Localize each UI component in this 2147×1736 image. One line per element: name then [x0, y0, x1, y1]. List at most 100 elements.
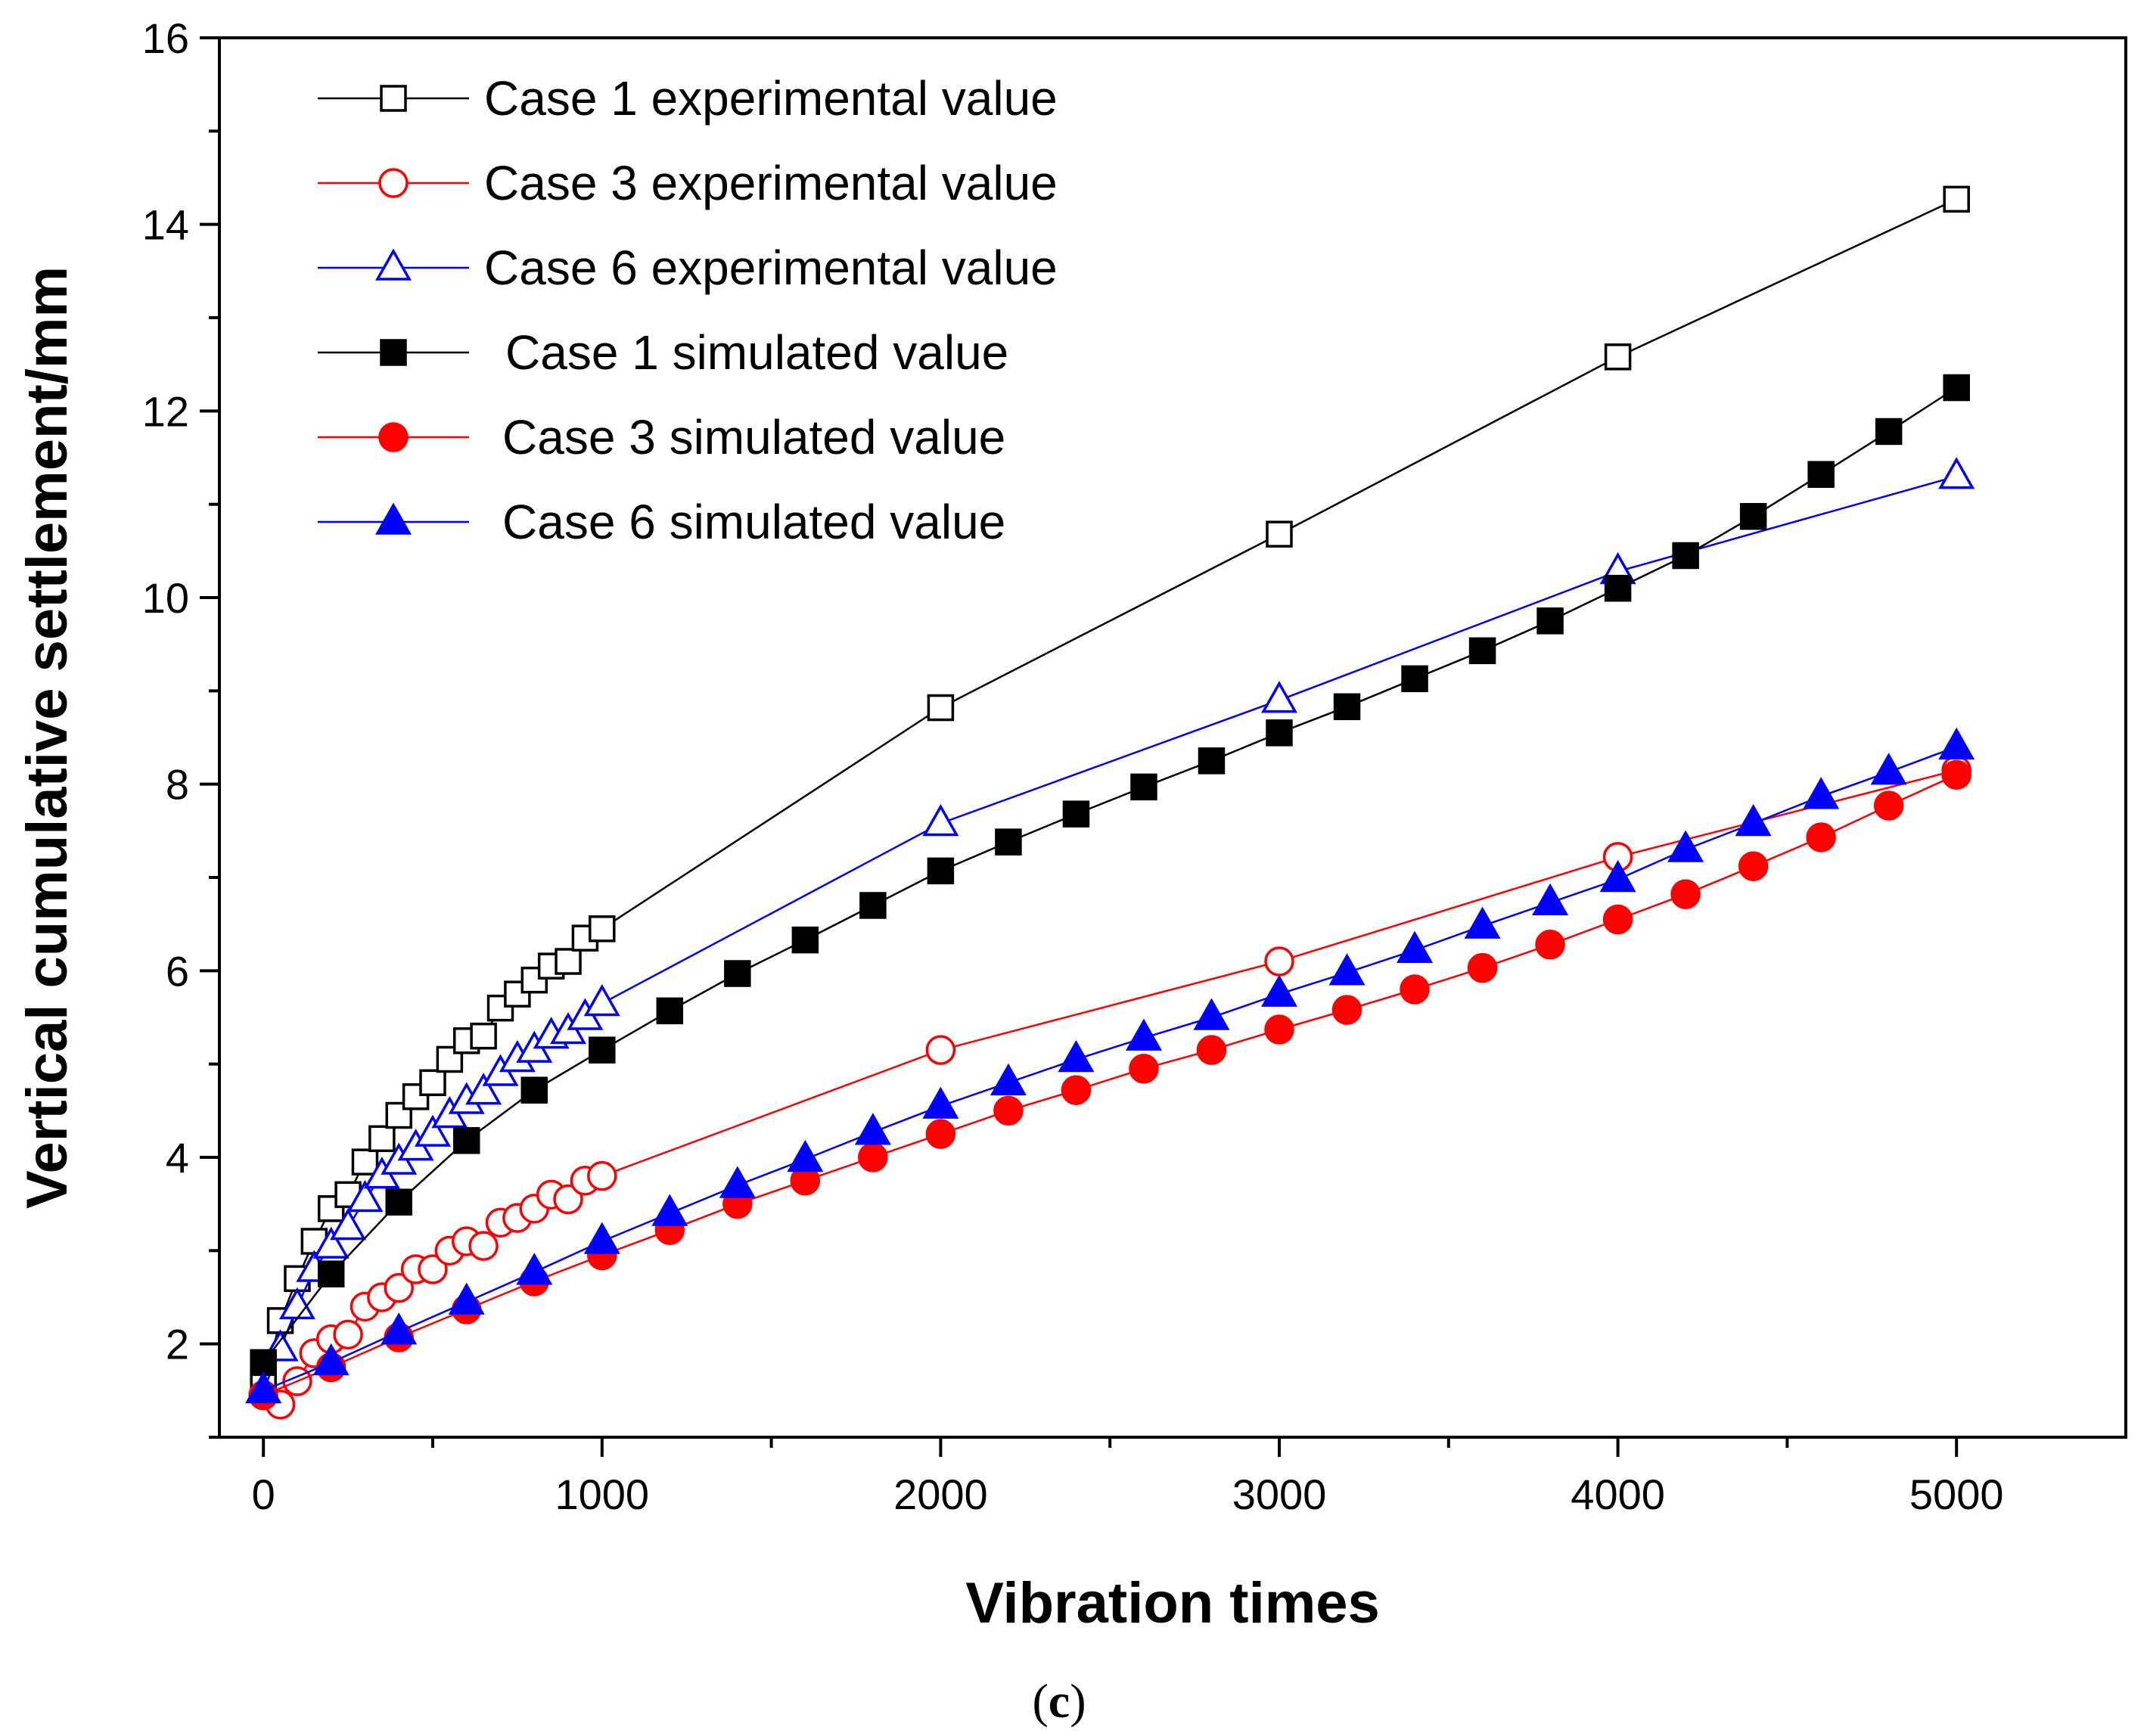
data-point-s6-17 [1397, 930, 1434, 963]
data-point-s1-4 [317, 1195, 345, 1222]
series-line-3 [263, 475, 1957, 1391]
series-3 [245, 457, 1975, 1404]
x-axis-title: Vibration times [965, 1571, 1380, 1635]
data-point-s2-10 [418, 1254, 448, 1284]
data-point-s2-18 [553, 1184, 583, 1215]
data-point-s5-24 [1873, 790, 1904, 821]
data-point-s3-21 [922, 803, 959, 837]
data-point-s5-23 [1806, 822, 1836, 852]
data-point-s5-9 [858, 1142, 888, 1172]
data-point-s4-17 [1401, 665, 1428, 693]
x-tick-label-1: 1000 [555, 1470, 650, 1518]
data-point-s4-13 [1130, 773, 1157, 801]
data-point-s4-22 [1739, 502, 1767, 530]
caption-letter: c [1049, 1674, 1070, 1728]
data-point-s4-15 [1266, 719, 1293, 747]
data-point-s4-6 [656, 997, 684, 1025]
data-point-s5-14 [1196, 1035, 1227, 1065]
data-point-s1-21 [927, 694, 955, 722]
data-point-s6-5 [583, 1222, 620, 1254]
data-point-s5-19 [1535, 930, 1565, 960]
data-point-s5-22 [1738, 851, 1769, 881]
data-point-s4-5 [589, 1036, 616, 1064]
data-point-s6-21 [1667, 830, 1704, 862]
axes [218, 36, 2127, 1439]
data-point-s3-5 [330, 1207, 367, 1241]
data-point-s4-2 [385, 1188, 412, 1216]
data-point-s4-4 [520, 1076, 548, 1104]
legend-label-1: Case 1 experimental value [484, 71, 1058, 126]
data-point-s2-21 [925, 1035, 956, 1065]
data-point-s3-10 [414, 1114, 451, 1147]
data-point-s4-7 [724, 960, 751, 987]
data-point-s3-4 [312, 1226, 350, 1259]
data-point-s4-18 [1468, 637, 1496, 665]
caption-open: ( [1032, 1674, 1048, 1728]
data-point-s5-12 [1061, 1075, 1092, 1105]
data-point-s6-4 [516, 1253, 553, 1285]
x-tick-label-5: 5000 [1909, 1470, 2004, 1518]
data-point-s5-18 [1467, 952, 1498, 983]
series-6 [245, 727, 1975, 1404]
data-point-s1-20 [589, 915, 616, 943]
data-point-s6-14 [1193, 998, 1230, 1030]
data-point-s1-7 [368, 1125, 396, 1153]
legend-marker-5 [378, 422, 409, 452]
data-point-s5-15 [1264, 1014, 1294, 1045]
data-point-s2-5 [333, 1319, 363, 1350]
data-point-s2-22 [1264, 946, 1294, 977]
legend-label-2: Case 3 experimental value [484, 156, 1058, 210]
data-point-s6-1 [312, 1343, 350, 1376]
y-tick-label-1: 4 [166, 1134, 189, 1182]
legend-entry-2: Case 3 experimental value [318, 156, 1058, 210]
data-point-s5-11 [993, 1095, 1024, 1126]
legend-label-4: Case 1 simulated value [505, 325, 1008, 380]
data-point-s2-20 [587, 1160, 617, 1191]
data-point-s1-24 [1943, 185, 1970, 213]
data-point-s6-22 [1735, 803, 1772, 837]
data-point-s3-13 [465, 1073, 502, 1105]
data-point-s4-11 [995, 828, 1022, 856]
plot-frame [218, 36, 2127, 1439]
data-point-s5-10 [925, 1119, 956, 1149]
y-tick-label-4: 10 [142, 574, 189, 622]
data-point-s4-3 [452, 1127, 480, 1154]
x-tick-label-0: 0 [252, 1470, 275, 1518]
data-point-s6-23 [1803, 777, 1840, 809]
data-point-s3-24 [1938, 457, 1975, 489]
data-point-s6-15 [1260, 974, 1298, 1007]
data-point-s4-1 [317, 1260, 345, 1287]
data-point-s6-7 [719, 1166, 756, 1198]
data-point-s6-6 [651, 1194, 688, 1226]
data-point-s5-13 [1129, 1054, 1159, 1084]
data-point-s4-25 [1943, 374, 1970, 402]
data-point-s1-23 [1604, 343, 1632, 371]
data-point-s4-24 [1875, 418, 1903, 446]
y-tick-label-7: 16 [142, 14, 189, 62]
series-line-2 [263, 769, 1957, 1406]
data-point-s3-6 [346, 1179, 384, 1213]
figure-caption: (c) [1032, 1674, 1086, 1728]
data-point-s6-9 [854, 1113, 891, 1145]
data-point-s6-8 [787, 1139, 824, 1172]
legend: Case 1 experimental value Case 3 experime… [318, 71, 1058, 549]
data-point-s4-0 [250, 1349, 277, 1377]
data-point-s5-21 [1670, 879, 1701, 909]
y-tick-label-2: 6 [166, 947, 189, 995]
legend-marker-1 [380, 85, 407, 112]
data-point-s6-16 [1328, 953, 1366, 986]
y-axis-title: Vertical cumulative settlement/mm [15, 266, 79, 1209]
data-point-s1-22 [1266, 520, 1293, 548]
data-point-s6-24 [1870, 753, 1907, 785]
series-4 [250, 374, 1970, 1377]
data-point-s6-20 [1599, 859, 1636, 893]
data-point-s3-22 [1260, 681, 1298, 713]
data-point-s4-23 [1807, 461, 1835, 488]
data-point-s6-12 [1058, 1039, 1095, 1073]
data-point-s4-8 [791, 926, 819, 954]
data-point-s6-18 [1464, 906, 1501, 939]
data-point-s1-9 [402, 1083, 430, 1110]
legend-marker-4 [380, 339, 407, 366]
data-point-s6-2 [381, 1312, 418, 1345]
